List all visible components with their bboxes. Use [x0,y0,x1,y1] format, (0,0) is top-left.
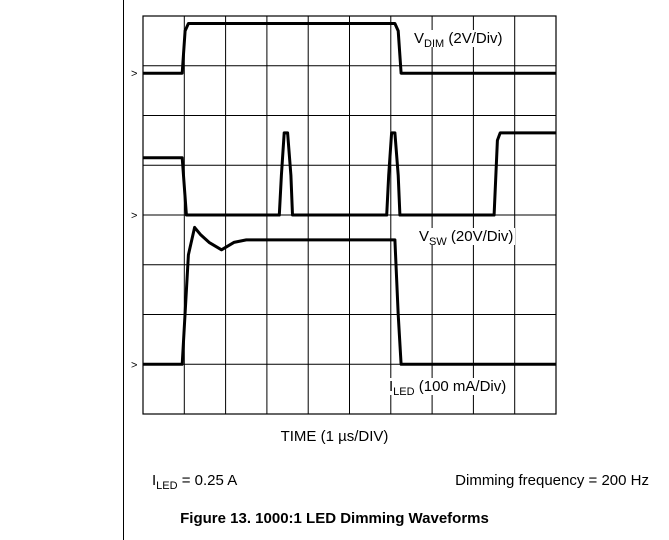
trace-vdim [143,22,556,75]
vdim-label: VDIM (2V/Div) [412,30,505,50]
figure-caption: Figure 13. 1000:1 LED Dimming Waveforms [180,510,489,527]
trace-iled [143,225,556,366]
vsw-label: VSW (20V/Div) [417,228,516,248]
ground-marker-vsw: > [131,210,137,222]
ground-marker-vdim: > [131,68,137,80]
scope-traces [143,22,556,366]
trace-vsw [143,131,556,217]
dimming-frequency-note: Dimming frequency = 200 Hz [455,472,649,489]
time-axis-label: TIME (1 µs/DIV) [280,428,389,445]
iled-current-note: ILED = 0.25 A [152,472,238,492]
ground-markers: > > > [131,68,137,371]
iled-label: ILED (100 mA/Div) [387,378,509,398]
ground-marker-iled: > [131,359,137,371]
page-left-border [123,0,124,540]
